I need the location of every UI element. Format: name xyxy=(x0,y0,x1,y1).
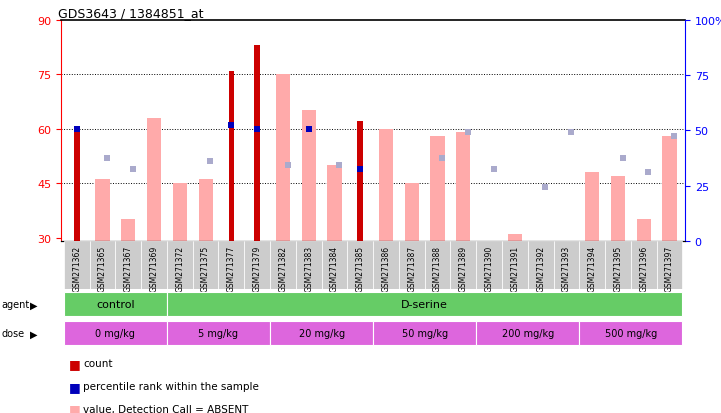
Text: GDS3643 / 1384851_at: GDS3643 / 1384851_at xyxy=(58,7,203,19)
Text: 500 mg/kg: 500 mg/kg xyxy=(605,328,657,339)
Text: 200 mg/kg: 200 mg/kg xyxy=(502,328,554,339)
Bar xyxy=(508,234,522,242)
Text: GSM271390: GSM271390 xyxy=(485,245,494,292)
Bar xyxy=(218,242,244,289)
Bar xyxy=(373,321,476,346)
Text: agent: agent xyxy=(1,299,30,310)
Bar xyxy=(605,242,631,289)
Text: GSM271389: GSM271389 xyxy=(459,245,468,292)
Bar xyxy=(167,321,270,346)
Bar xyxy=(64,242,89,289)
Bar xyxy=(657,242,682,289)
Bar xyxy=(270,321,373,346)
Text: count: count xyxy=(83,358,112,368)
Bar xyxy=(74,133,79,242)
Bar xyxy=(64,321,167,346)
Bar xyxy=(476,321,579,346)
Text: GSM271393: GSM271393 xyxy=(562,245,571,292)
Text: dose: dose xyxy=(1,328,25,339)
Bar xyxy=(456,133,470,242)
Text: GSM271379: GSM271379 xyxy=(252,245,262,292)
Text: percentile rank within the sample: percentile rank within the sample xyxy=(83,381,259,391)
Bar xyxy=(663,137,676,242)
Bar xyxy=(276,75,290,242)
Bar xyxy=(373,242,399,289)
Text: GSM271391: GSM271391 xyxy=(510,245,519,292)
Text: GSM271375: GSM271375 xyxy=(201,245,210,292)
Text: ■: ■ xyxy=(68,380,80,393)
Bar xyxy=(579,242,605,289)
Text: GSM271382: GSM271382 xyxy=(278,245,288,291)
Bar xyxy=(637,220,651,242)
Bar xyxy=(121,220,136,242)
Bar xyxy=(147,119,162,242)
Text: GSM271369: GSM271369 xyxy=(149,245,159,292)
Bar xyxy=(270,242,296,289)
Bar xyxy=(167,242,193,289)
Text: GSM271372: GSM271372 xyxy=(175,245,185,292)
Bar xyxy=(585,173,599,242)
Text: GSM271387: GSM271387 xyxy=(407,245,416,292)
Text: ■: ■ xyxy=(68,357,80,370)
Bar xyxy=(115,242,141,289)
Text: GSM271394: GSM271394 xyxy=(588,245,597,292)
Bar xyxy=(579,321,682,346)
Bar xyxy=(64,292,167,317)
Bar xyxy=(399,242,425,289)
Bar xyxy=(631,242,657,289)
Text: GSM271367: GSM271367 xyxy=(124,245,133,292)
Text: ■: ■ xyxy=(68,402,80,413)
Text: 5 mg/kg: 5 mg/kg xyxy=(198,328,239,339)
Bar xyxy=(430,137,445,242)
Bar xyxy=(244,242,270,289)
Bar xyxy=(193,242,218,289)
Text: GSM271397: GSM271397 xyxy=(665,245,674,292)
Text: GSM271395: GSM271395 xyxy=(614,245,622,292)
Bar xyxy=(348,242,373,289)
Bar xyxy=(296,242,322,289)
Text: 20 mg/kg: 20 mg/kg xyxy=(298,328,345,339)
Bar xyxy=(141,242,167,289)
Text: GSM271385: GSM271385 xyxy=(355,245,365,292)
Bar xyxy=(451,242,476,289)
Bar xyxy=(229,71,234,242)
Text: D-serine: D-serine xyxy=(401,299,448,310)
Text: GSM271365: GSM271365 xyxy=(98,245,107,292)
Text: GSM271392: GSM271392 xyxy=(536,245,545,292)
Bar xyxy=(379,129,393,242)
Bar xyxy=(89,242,115,289)
Text: ▶: ▶ xyxy=(30,328,37,339)
Bar xyxy=(95,180,110,242)
Text: 0 mg/kg: 0 mg/kg xyxy=(95,328,136,339)
Text: GSM271384: GSM271384 xyxy=(330,245,339,292)
Text: GSM271396: GSM271396 xyxy=(640,245,648,292)
Bar xyxy=(322,242,348,289)
Bar xyxy=(198,180,213,242)
Text: GSM271362: GSM271362 xyxy=(72,245,81,292)
Text: GSM271377: GSM271377 xyxy=(227,245,236,292)
Bar xyxy=(528,242,554,289)
Text: GSM271383: GSM271383 xyxy=(304,245,313,292)
Bar xyxy=(255,46,260,242)
Bar xyxy=(476,242,502,289)
Bar xyxy=(425,242,451,289)
Text: 50 mg/kg: 50 mg/kg xyxy=(402,328,448,339)
Bar xyxy=(327,166,342,242)
Bar xyxy=(173,184,187,242)
Text: value, Detection Call = ABSENT: value, Detection Call = ABSENT xyxy=(83,404,248,413)
Text: GSM271386: GSM271386 xyxy=(381,245,391,292)
Bar xyxy=(554,242,579,289)
Bar xyxy=(404,184,419,242)
Text: GSM271388: GSM271388 xyxy=(433,245,442,291)
Text: ▶: ▶ xyxy=(30,299,37,310)
Text: control: control xyxy=(96,299,135,310)
Bar xyxy=(358,122,363,242)
Bar xyxy=(167,292,682,317)
Bar xyxy=(301,111,316,242)
Bar xyxy=(611,176,625,242)
Bar xyxy=(502,242,528,289)
